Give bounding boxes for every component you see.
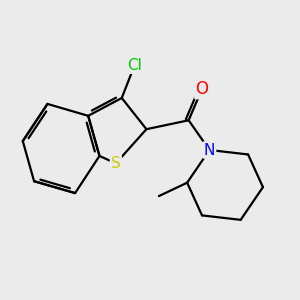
Text: O: O	[196, 80, 208, 98]
Text: S: S	[111, 156, 121, 171]
Text: N: N	[204, 142, 215, 158]
Text: Cl: Cl	[127, 58, 142, 73]
